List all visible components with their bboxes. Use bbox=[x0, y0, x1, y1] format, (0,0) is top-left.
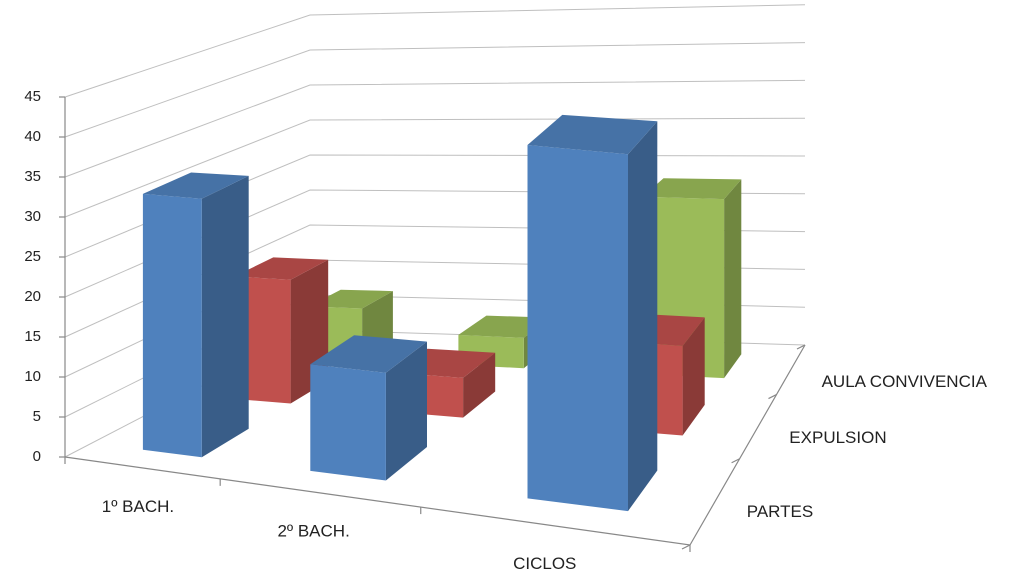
bar-top bbox=[308, 289, 393, 309]
x-tick-label: 2º BACH. bbox=[277, 521, 349, 540]
series-label: AULA CONVIVENCIA bbox=[822, 372, 988, 391]
y-tick-label: 5 bbox=[33, 408, 41, 425]
bar-top bbox=[642, 178, 742, 200]
bar-front bbox=[310, 364, 386, 481]
bar-side bbox=[201, 175, 249, 458]
bar-front bbox=[142, 193, 202, 458]
z-tick bbox=[681, 544, 691, 550]
y-tick-label: 20 bbox=[24, 288, 41, 305]
grid-line bbox=[64, 117, 806, 218]
z-tick bbox=[768, 394, 777, 400]
y-tick-label: 25 bbox=[24, 248, 41, 265]
z-tick bbox=[796, 344, 806, 350]
bar-top bbox=[310, 335, 427, 373]
y-tick-label: 40 bbox=[24, 128, 41, 145]
y-tick-label: 30 bbox=[24, 208, 41, 225]
bar-top bbox=[142, 172, 249, 199]
y-tick-label: 35 bbox=[24, 168, 41, 185]
y-tick-label: 10 bbox=[24, 368, 41, 385]
bar-side bbox=[682, 317, 705, 436]
bar-side bbox=[385, 341, 427, 481]
bar-side bbox=[628, 121, 658, 512]
bar-top bbox=[527, 114, 658, 155]
y-tick-label: 45 bbox=[24, 88, 41, 105]
x-tick-label: 1º BACH. bbox=[102, 497, 174, 516]
series-label: EXPULSION bbox=[789, 428, 886, 447]
bar-side bbox=[724, 179, 742, 379]
grid-line bbox=[64, 79, 806, 178]
bar-side bbox=[463, 352, 496, 418]
z-tick bbox=[731, 458, 740, 464]
grid-line bbox=[64, 4, 806, 98]
grid-line bbox=[64, 42, 806, 138]
bar-front bbox=[527, 145, 628, 512]
series-label: PARTES bbox=[747, 502, 813, 521]
y-tick-label: 15 bbox=[24, 328, 41, 345]
y-tick-label: 0 bbox=[33, 448, 41, 465]
x-tick-label: CICLOS bbox=[513, 554, 576, 572]
bar-top bbox=[458, 315, 550, 338]
bar-top bbox=[234, 257, 329, 280]
